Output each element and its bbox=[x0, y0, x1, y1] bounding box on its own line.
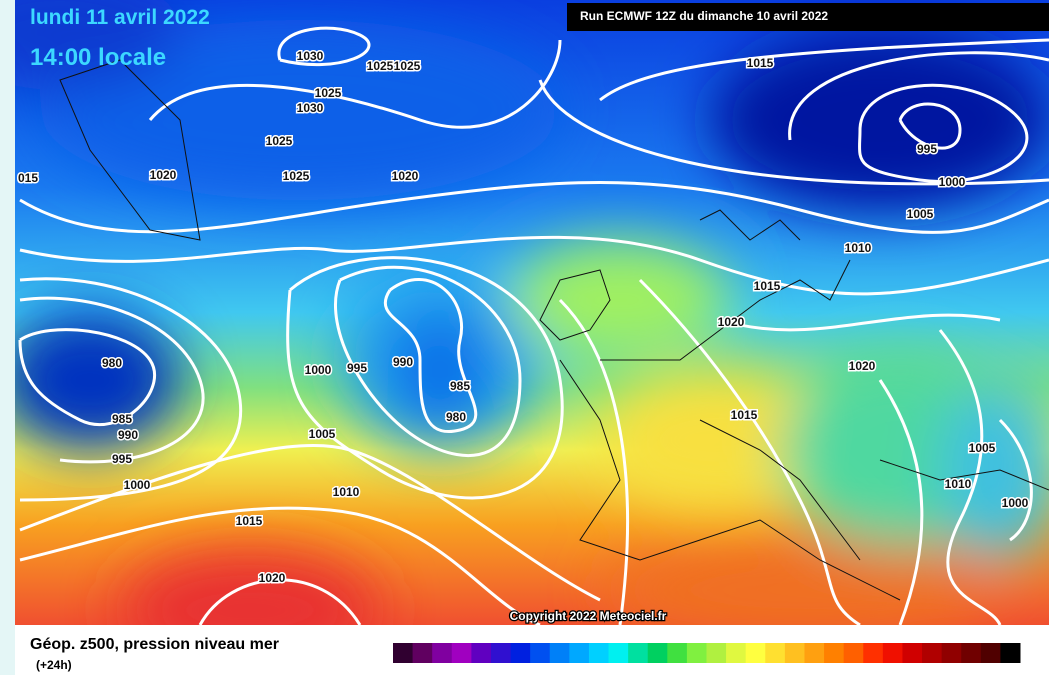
isobar-label: 1025 bbox=[367, 59, 394, 73]
scale-swatch bbox=[628, 643, 649, 663]
isobar-label: 1000 bbox=[939, 175, 966, 189]
scale-swatch bbox=[432, 643, 453, 663]
isobar-label: 1025 bbox=[266, 134, 293, 148]
scale-swatch bbox=[980, 643, 1001, 663]
isobar-label: 1010 bbox=[945, 477, 972, 491]
legend-step: (+24h) bbox=[36, 658, 72, 672]
isobar-label: 1015 bbox=[236, 514, 263, 528]
isobar-label: 1030 bbox=[297, 49, 324, 63]
isobar-label: 1020 bbox=[392, 169, 419, 183]
scale-swatch bbox=[471, 643, 492, 663]
isobar-label: 015 bbox=[18, 171, 38, 185]
isobar-label: 980 bbox=[102, 356, 122, 370]
isobar-label: 1025 bbox=[315, 86, 342, 100]
isobar-label: 1020 bbox=[150, 168, 177, 182]
isobar-label: 1015 bbox=[754, 279, 781, 293]
scale-swatch bbox=[784, 643, 805, 663]
scale-swatch bbox=[569, 643, 590, 663]
isobar-label: 1000 bbox=[1002, 496, 1029, 510]
isobar-label: 1020 bbox=[849, 359, 876, 373]
scale-swatch bbox=[530, 643, 551, 663]
run-info: Run ECMWF 12Z du dimanche 10 avril 2022 bbox=[580, 9, 828, 23]
scale-swatch bbox=[843, 643, 864, 663]
isobar-label: 1005 bbox=[907, 207, 934, 221]
isobar-label: 1000 bbox=[305, 363, 332, 377]
isobar-label: 1010 bbox=[333, 485, 360, 499]
copyright: Copyright 2022 Meteociel.fr bbox=[510, 609, 667, 623]
scale-swatch bbox=[510, 643, 531, 663]
time: 14:00 locale bbox=[30, 44, 166, 71]
isobar-label: 1010 bbox=[845, 241, 872, 255]
scale-swatch bbox=[412, 643, 433, 663]
scale-swatch bbox=[824, 643, 845, 663]
scale-swatch bbox=[961, 643, 982, 663]
scale-swatch bbox=[765, 643, 786, 663]
isobar-label: 985 bbox=[112, 412, 132, 426]
isobar-label: 1025 bbox=[283, 169, 310, 183]
color-scale bbox=[393, 643, 1021, 663]
scale-swatch bbox=[667, 643, 688, 663]
isobar-label: 980 bbox=[446, 410, 466, 424]
scale-swatch bbox=[706, 643, 727, 663]
isobar-label: 1020 bbox=[259, 571, 286, 585]
scale-swatch bbox=[882, 643, 903, 663]
scale-swatch bbox=[549, 643, 570, 663]
scale-swatch bbox=[490, 643, 512, 663]
scale-swatch bbox=[451, 643, 472, 663]
isobar-label: 1005 bbox=[969, 441, 996, 455]
scale-swatch bbox=[726, 643, 747, 663]
isobar-label: 1030 bbox=[297, 101, 324, 115]
isobar-label: 1000 bbox=[124, 478, 151, 492]
scale-swatch bbox=[745, 643, 766, 663]
run-banner bbox=[567, 3, 1049, 31]
scale-swatch bbox=[922, 643, 943, 663]
scale-swatch bbox=[686, 643, 707, 663]
isobar-label: 1005 bbox=[309, 427, 336, 441]
isobar-label: 1015 bbox=[747, 56, 774, 70]
isobar-label: 1015 bbox=[731, 408, 758, 422]
scale-swatch bbox=[804, 643, 825, 663]
frame bbox=[0, 0, 15, 675]
isobar-label: 985 bbox=[450, 379, 470, 393]
isobar-label: 1025 bbox=[394, 59, 421, 73]
scale-swatch bbox=[647, 643, 668, 663]
scale-swatch bbox=[608, 643, 629, 663]
scale-swatch bbox=[393, 643, 414, 663]
isobar-label: 990 bbox=[393, 355, 413, 369]
scale-swatch bbox=[863, 643, 884, 663]
date: lundi 11 avril 2022 bbox=[30, 6, 210, 29]
isobar-label: 1020 bbox=[718, 315, 745, 329]
scale-swatch bbox=[588, 643, 610, 663]
scale-swatch bbox=[1000, 643, 1021, 663]
isobar-label: 990 bbox=[118, 428, 138, 442]
isobar-label: 995 bbox=[347, 361, 367, 375]
isobar-label: 995 bbox=[112, 452, 132, 466]
legend-title: Géop. z500, pression niveau mer bbox=[30, 636, 279, 653]
scale-swatch bbox=[941, 643, 962, 663]
isobar-label: 995 bbox=[917, 142, 937, 156]
scale-swatch bbox=[902, 643, 923, 663]
